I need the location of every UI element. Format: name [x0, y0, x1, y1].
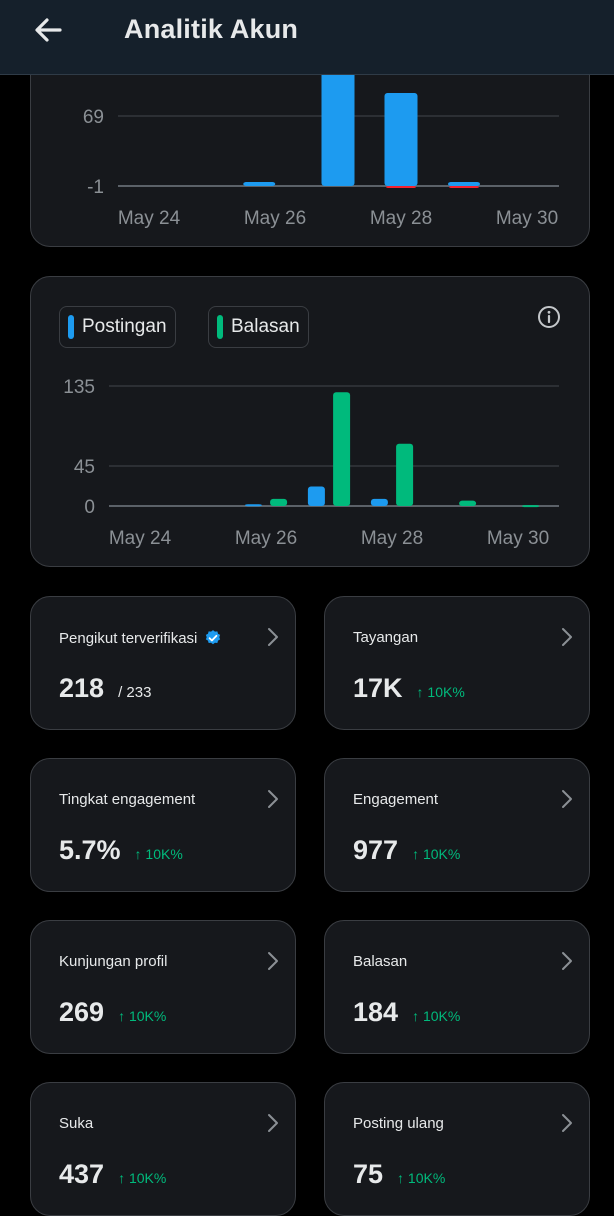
replies-bar[interactable] [459, 500, 477, 506]
chevron-right-icon [268, 952, 278, 970]
metric-card[interactable]: Pengikut terverifikasi 218 / 233 [30, 596, 296, 730]
metric-value: 977 [353, 835, 399, 865]
y-tick-label: -1 [87, 177, 104, 198]
posts-replies-chart: 135 45 0 May 24 May 26 May 28 May 30 [63, 377, 559, 549]
metric-value-row: 17K ↑ 10K% [353, 673, 465, 704]
posts-bar[interactable] [370, 498, 388, 506]
posts-replies-chart-card: Postingan Balasan 135 45 0 May 24 May 26 May … [30, 276, 590, 567]
metric-card[interactable]: Engagement 977 ↑ 10K% [324, 758, 590, 892]
chevron-right-icon [562, 1114, 572, 1132]
metric-label-text: Kunjungan profil [59, 953, 168, 970]
chevron-right-icon [268, 790, 278, 808]
x-tick-label: May 24 [109, 528, 172, 549]
metric-value: 218 [59, 673, 105, 703]
metric-value-row: 5.7% ↑ 10K% [59, 835, 183, 866]
replies-bar[interactable] [270, 498, 288, 506]
y-tick-label: 45 [74, 457, 95, 478]
metric-label: Suka [59, 1115, 93, 1132]
info-icon[interactable] [537, 305, 561, 329]
x-tick-label: May 26 [235, 528, 297, 549]
legend-replies-swatch [217, 315, 223, 339]
metric-card[interactable]: Posting ulang 75 ↑ 10K% [324, 1082, 590, 1216]
posts-bar[interactable] [243, 182, 276, 186]
metric-value: 269 [59, 997, 105, 1027]
chevron-right-icon [268, 628, 278, 646]
posts-chart: 69 -1 May 24 May 26 May 28 May 30 [83, 59, 559, 229]
top-app-bar: Analitik Akun [0, 0, 614, 75]
metric-label-text: Engagement [353, 791, 439, 808]
x-tick-label: May 30 [496, 208, 558, 229]
posts-bar[interactable] [307, 486, 325, 506]
arrow-left-icon [35, 18, 62, 42]
legend-replies-label: Balasan [231, 316, 300, 337]
back-button[interactable] [30, 12, 66, 48]
chevron-right-icon [268, 1114, 278, 1132]
metric-label-text: Tayangan [353, 629, 419, 646]
x-tick-label: May 28 [361, 528, 423, 549]
verified-badge-icon [206, 630, 221, 645]
metric-value: 5.7% [59, 835, 121, 865]
metric-card[interactable]: Balasan 184 ↑ 10K% [324, 920, 590, 1054]
metric-label: Posting ulang [353, 1115, 444, 1132]
metric-value-row: 977 ↑ 10K% [353, 835, 460, 866]
metric-value: 75 [353, 1159, 384, 1189]
metric-delta: ↑ 10K% [416, 684, 465, 700]
metric-label-text: Suka [59, 1115, 94, 1132]
y-tick-label: 135 [63, 377, 95, 398]
y-tick-label: 69 [83, 107, 104, 128]
metric-label: Balasan [353, 953, 407, 970]
metric-value-row: 184 ↑ 10K% [353, 997, 460, 1028]
x-tick-label: May 24 [118, 208, 181, 229]
metric-delta: ↑ 10K% [412, 846, 461, 862]
chevron-right-icon [562, 628, 572, 646]
metric-value: 437 [59, 1159, 105, 1189]
x-tick-label: May 30 [487, 528, 549, 549]
posts-bar[interactable] [449, 186, 479, 188]
posts-bar[interactable] [386, 186, 416, 188]
metric-value: 184 [353, 997, 399, 1027]
metric-label-text: Balasan [353, 953, 408, 970]
posts-bar[interactable] [244, 504, 262, 507]
metric-label: Kunjungan profil [59, 953, 167, 970]
legend-posts[interactable]: Postingan [59, 306, 176, 348]
replies-bar[interactable] [333, 392, 351, 506]
metric-card[interactable]: Tayangan 17K ↑ 10K% [324, 596, 590, 730]
metric-label: Engagement [353, 791, 438, 808]
metric-delta: ↑ 10K% [412, 1008, 461, 1024]
chevron-right-icon [562, 790, 572, 808]
x-tick-label: May 26 [244, 208, 306, 229]
metric-label-text: Tingkat engagement [59, 791, 196, 808]
metric-label-text: Pengikut terverifikasi [59, 629, 198, 647]
chevron-right-icon [562, 952, 572, 970]
metric-delta: ↑ 10K% [118, 1170, 167, 1186]
replies-bar[interactable] [396, 443, 414, 506]
page-title: Analitik Akun [124, 14, 299, 44]
posts-bar[interactable] [448, 182, 480, 186]
metric-label: Pengikut terverifikasi [59, 629, 222, 647]
metric-value: 17K [353, 673, 403, 703]
legend-posts-label: Postingan [82, 316, 167, 337]
legend-replies[interactable]: Balasan [208, 306, 309, 348]
x-tick-label: May 28 [370, 208, 432, 229]
metric-card[interactable]: Suka 437 ↑ 10K% [30, 1082, 296, 1216]
metric-delta: ↑ 10K% [134, 846, 183, 862]
posts-bar[interactable] [321, 59, 355, 186]
metric-total: / 233 [118, 684, 152, 701]
metric-value-row: 437 ↑ 10K% [59, 1159, 166, 1190]
metric-label: Tayangan [353, 629, 418, 646]
metric-value-row: 218 / 233 [59, 673, 151, 704]
metric-card[interactable]: Kunjungan profil 269 ↑ 10K% [30, 920, 296, 1054]
posts-bar[interactable] [384, 93, 418, 186]
replies-bar[interactable] [522, 505, 540, 508]
metric-label-text: Posting ulang [353, 1115, 444, 1132]
metric-delta: ↑ 10K% [397, 1170, 446, 1186]
metric-delta: ↑ 10K% [118, 1008, 167, 1024]
metric-value-row: 269 ↑ 10K% [59, 997, 166, 1028]
y-tick-label: 0 [84, 497, 95, 518]
legend-posts-swatch [68, 315, 74, 339]
metric-value-row: 75 ↑ 10K% [353, 1159, 445, 1190]
metric-label: Tingkat engagement [59, 791, 195, 808]
metric-card[interactable]: Tingkat engagement 5.7% ↑ 10K% [30, 758, 296, 892]
